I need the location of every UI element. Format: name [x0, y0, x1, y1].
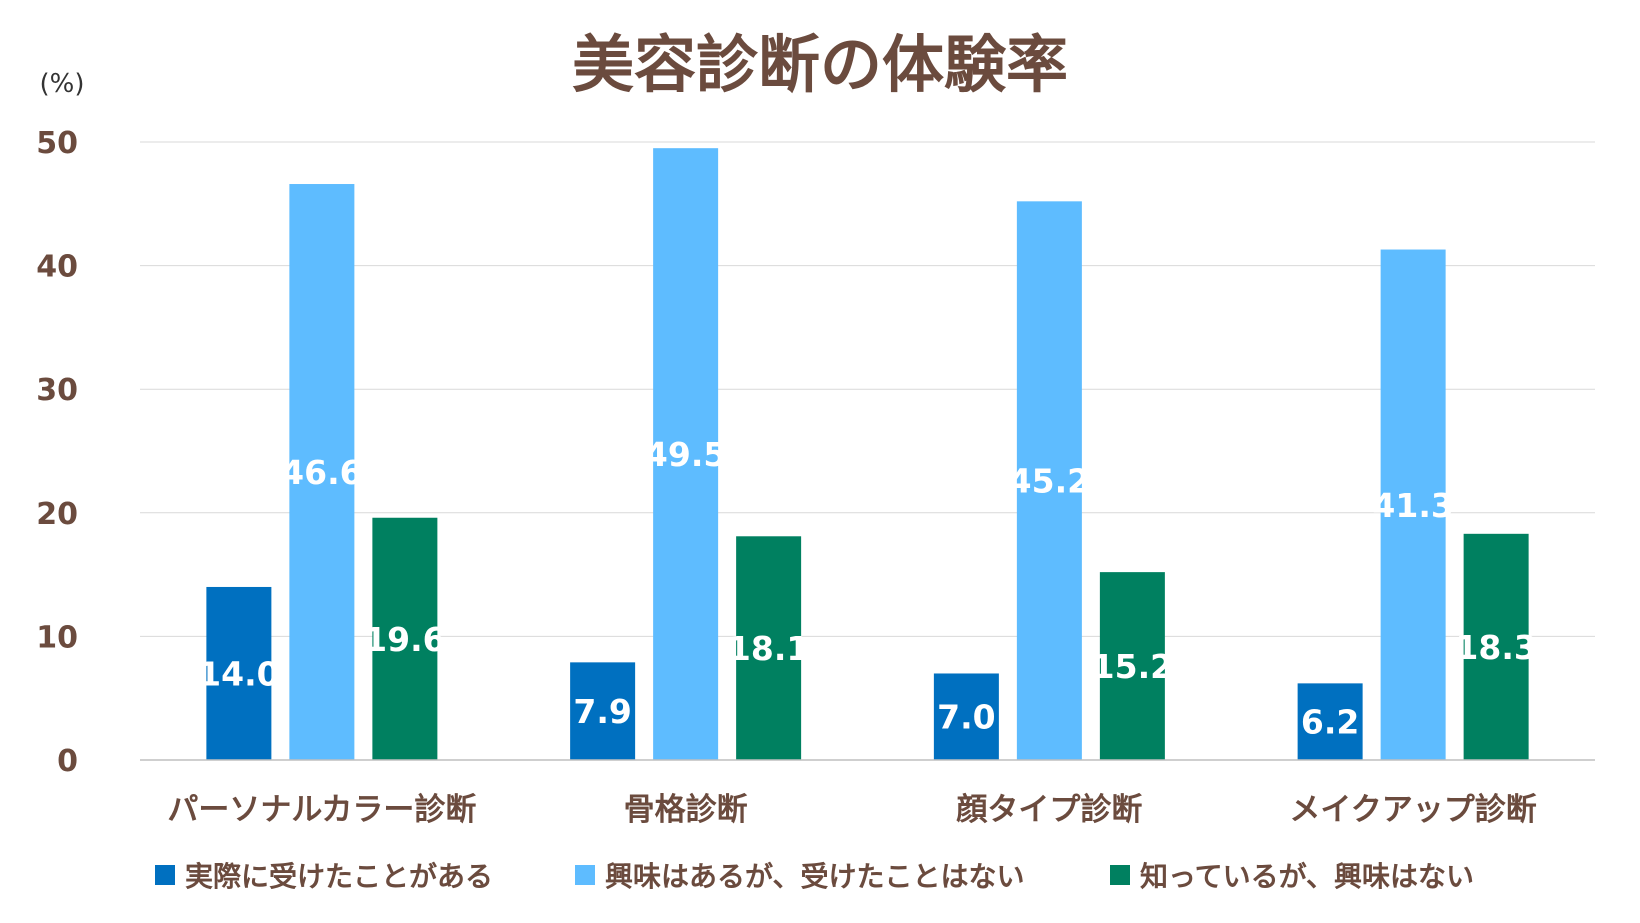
bar — [1463, 533, 1529, 760]
data-label: 7.9 — [573, 692, 631, 731]
data-label: 41.3 — [1372, 486, 1453, 525]
legend: 実際に受けたことがある 興味はあるが、受けたことはない 知っているが、興味はない — [155, 860, 1474, 893]
data-label: 46.6 — [281, 453, 362, 492]
bars — [206, 148, 1529, 761]
bar — [736, 536, 802, 760]
y-tick-label: 10 — [36, 620, 78, 655]
data-label: 7.0 — [937, 698, 995, 737]
legend-label: 知っているが、興味はない — [1140, 860, 1474, 893]
data-label: 6.2 — [1301, 703, 1359, 742]
legend-swatch — [1110, 865, 1130, 885]
legend-label: 興味はあるが、受けたことはない — [605, 860, 1024, 893]
data-label: 18.3 — [1455, 628, 1536, 667]
legend-label: 実際に受けたことがある — [185, 860, 493, 893]
y-tick-label: 20 — [36, 497, 78, 532]
data-label: 19.6 — [364, 620, 445, 659]
y-unit-label: (%) — [40, 69, 85, 99]
bar — [289, 184, 355, 761]
x-tick-label: 骨格診断 — [624, 792, 748, 828]
y-tick-labels: 0 10 20 30 40 50 — [36, 126, 78, 779]
bar — [1380, 249, 1446, 761]
bar — [570, 662, 636, 760]
bar — [372, 517, 438, 760]
data-label: 45.2 — [1009, 462, 1090, 501]
data-label: 49.5 — [645, 435, 726, 474]
chart-title: 美容診断の体験率 — [572, 28, 1068, 101]
data-label: 14.0 — [198, 654, 279, 693]
bar — [1016, 201, 1082, 760]
bar — [1297, 683, 1363, 760]
data-label: 18.1 — [728, 629, 809, 668]
y-tick-label: 0 — [57, 744, 78, 779]
y-tick-label: 30 — [36, 373, 78, 408]
legend-swatch — [155, 865, 175, 885]
y-tick-label: 50 — [36, 126, 78, 161]
bar — [653, 148, 719, 760]
x-tick-labels: パーソナルカラー診断 骨格診断 顔タイプ診断 メイクアップ診断 — [167, 792, 1536, 828]
legend-swatch — [575, 865, 595, 885]
bar — [1099, 572, 1165, 760]
bar — [933, 673, 999, 760]
x-tick-label: メイクアップ診断 — [1289, 792, 1536, 828]
data-labels: 14.0 46.6 19.6 7.9 49.5 18.1 7.0 45.2 15.2 6.2 41.… — [198, 435, 1537, 742]
y-tick-label: 40 — [36, 250, 78, 285]
bar — [206, 586, 272, 760]
x-tick-label: 顔タイプ診断 — [956, 792, 1142, 828]
x-tick-label: パーソナルカラー診断 — [167, 792, 476, 828]
grid-lines — [140, 141, 1595, 637]
data-label: 15.2 — [1092, 647, 1173, 686]
